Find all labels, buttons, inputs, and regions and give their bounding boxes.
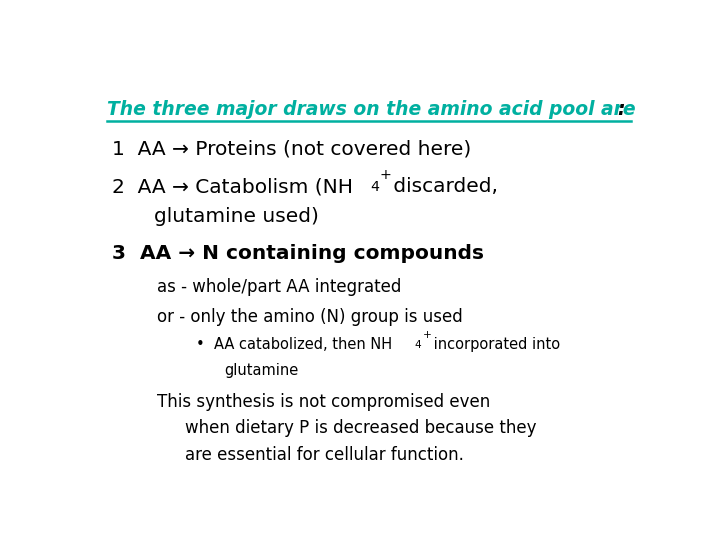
Text: incorporated into: incorporated into — [428, 337, 560, 352]
Text: discarded,: discarded, — [387, 177, 498, 196]
Text: 4: 4 — [415, 340, 421, 349]
Text: are essential for cellular function.: are essential for cellular function. — [185, 446, 464, 464]
Text: This synthesis is not compromised even: This synthesis is not compromised even — [157, 393, 490, 411]
Text: as - whole/part AA integrated: as - whole/part AA integrated — [157, 278, 401, 296]
Text: when dietary P is decreased because they: when dietary P is decreased because they — [185, 419, 536, 437]
Text: glutamine used): glutamine used) — [154, 207, 319, 226]
Text: •  AA catabolized, then NH: • AA catabolized, then NH — [196, 337, 392, 352]
Text: glutamine: glutamine — [224, 363, 298, 378]
Text: The three major draws on the amino acid pool are: The three major draws on the amino acid … — [107, 100, 635, 119]
Text: +: + — [423, 329, 431, 340]
Text: +: + — [379, 168, 392, 182]
Text: 1  AA → Proteins (not covered here): 1 AA → Proteins (not covered here) — [112, 140, 472, 159]
Text: or - only the amino (N) group is used: or - only the amino (N) group is used — [157, 308, 463, 326]
Text: 4: 4 — [370, 180, 379, 193]
Text: :: : — [617, 100, 624, 119]
Text: 3  AA → N containing compounds: 3 AA → N containing compounds — [112, 244, 485, 262]
Text: 2  AA → Catabolism (NH: 2 AA → Catabolism (NH — [112, 177, 354, 196]
